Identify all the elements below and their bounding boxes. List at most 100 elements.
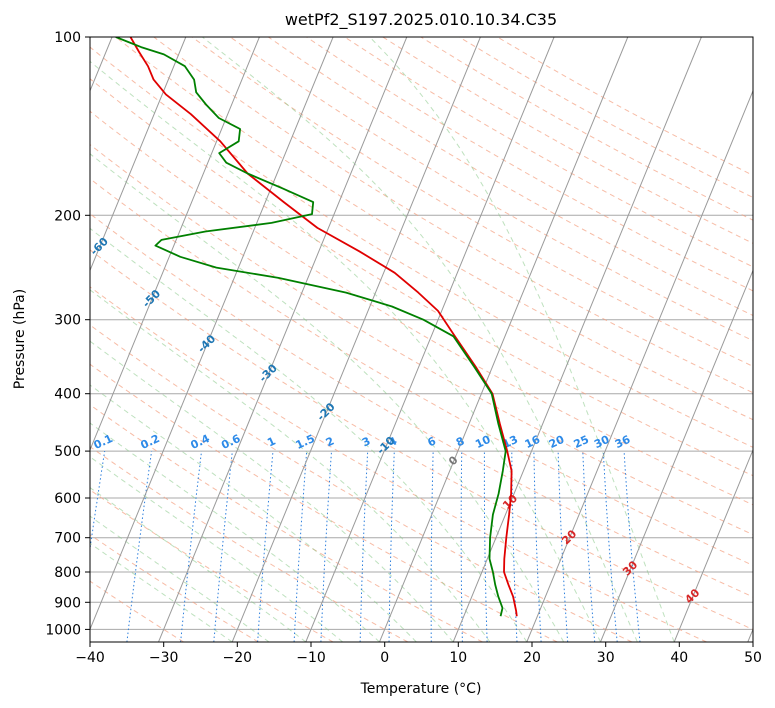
isotherm-line — [90, 37, 334, 631]
isotherm-label: -30 — [257, 361, 280, 384]
dry-adiabat — [306, 37, 753, 292]
dry-adiabat — [90, 404, 483, 642]
x-tick-label: −40 — [75, 650, 105, 666]
mixing-ratio-line — [180, 451, 203, 642]
plot-frame — [89, 36, 754, 643]
x-tick-label: −30 — [149, 650, 179, 666]
isotherm-line — [231, 37, 481, 642]
mixing-ratio-line — [460, 451, 463, 642]
series-line-2 — [115, 37, 507, 617]
x-axis: −40 −30 −20 −10 0 10 20 30 40 50 — [75, 642, 762, 666]
dry-adiabat — [90, 363, 558, 642]
moist-adiabat — [90, 384, 417, 642]
isoline-labels: 0.10.20.40.611.52346810131620253036-100-… — [0, 132, 703, 607]
mixing-ratio-line — [213, 451, 233, 642]
x-tick-label: −10 — [296, 650, 326, 666]
x-tick-label: 50 — [744, 650, 762, 666]
x-tick-label: 20 — [523, 650, 541, 666]
mixing-ratio-label: 2 — [324, 434, 336, 449]
dry-adiabat — [344, 37, 753, 268]
moist-adiabat — [90, 340, 454, 642]
dry-adiabat — [90, 249, 753, 630]
isotherm-line — [747, 628, 753, 642]
y-tick-label: 400 — [54, 387, 81, 403]
isotherm-label: -60 — [88, 235, 111, 258]
moist-adiabat — [90, 542, 233, 642]
moist-adiabat — [90, 515, 270, 642]
x-tick-label: 30 — [597, 650, 615, 666]
dry-adiabat — [382, 37, 753, 244]
mixing-ratio-line — [293, 451, 308, 642]
isotherm-line — [526, 89, 753, 642]
isotherm-label: -50 — [140, 287, 163, 310]
dry-adiabat — [90, 46, 753, 448]
chart-title: wetPf2_S197.2025.010.10.34.C35 — [285, 10, 557, 30]
mixing-ratio-line — [320, 451, 332, 642]
isotherm-line — [90, 37, 260, 452]
y-tick-label: 700 — [54, 531, 81, 547]
y-tick-label: 500 — [54, 444, 81, 460]
dry-adiabat — [90, 489, 334, 642]
dry-adiabat — [229, 37, 753, 342]
y-tick-label: 300 — [54, 313, 81, 329]
dry-adiabat — [90, 286, 707, 642]
x-tick-label: 0 — [380, 650, 389, 666]
mixing-ratio-label: 0.4 — [189, 432, 212, 452]
mixing-ratio-label: 6 — [426, 434, 439, 449]
moist-adiabat — [90, 153, 565, 642]
isotherm-label: -80 — [0, 132, 6, 155]
mixing-ratio-label: 1.5 — [294, 432, 317, 452]
isotherm-line — [305, 37, 555, 642]
moist-adiabat — [202, 37, 638, 642]
mixing-ratio-label: 30 — [592, 433, 612, 451]
mixing-ratio-line — [126, 451, 153, 642]
x-tick-label: 10 — [449, 650, 467, 666]
isotherm-label: 30 — [620, 558, 640, 578]
moist-adiabat — [90, 456, 344, 642]
isotherm-line — [379, 37, 629, 642]
profile-series — [115, 37, 518, 617]
moist-adiabat — [90, 60, 601, 642]
dry-adiabat — [153, 37, 753, 394]
isotherm-line — [90, 37, 187, 272]
x-axis-label: Temperature (°C) — [360, 681, 482, 697]
dry-adiabat — [90, 534, 259, 642]
isotherm-line — [673, 448, 753, 642]
mixing-ratio-line — [257, 451, 274, 642]
y-tick-label: 900 — [54, 595, 81, 611]
mixing-ratio-label: 1 — [265, 434, 277, 449]
mixing-ratio-line — [623, 451, 641, 642]
isotherm-label: -40 — [195, 332, 218, 355]
y-tick-label: 800 — [54, 565, 81, 581]
mixing-ratio-line — [430, 451, 434, 642]
y-tick-label: 600 — [54, 491, 81, 507]
isotherm-label: -70 — [36, 180, 59, 203]
moist-adiabat — [369, 37, 675, 642]
mixing-ratio-label: 25 — [572, 433, 591, 451]
isotherm-line — [452, 37, 702, 642]
dry-adiabat — [268, 37, 753, 317]
y-tick-label: 200 — [54, 208, 81, 224]
mixing-ratio-label: 10 — [473, 433, 493, 451]
mixing-ratio-line — [602, 451, 618, 642]
isotherm-line — [600, 269, 753, 642]
mixing-ratio-label: 0.2 — [139, 432, 162, 452]
y-axis: 100 200 300 400 500 600 700 800 900 1000 — [45, 30, 90, 638]
dry-adiabat — [90, 110, 753, 506]
moist-adiabat — [90, 289, 491, 642]
mixing-ratio-line — [483, 451, 488, 642]
series-line-1 — [129, 37, 518, 617]
x-tick-label: 40 — [670, 650, 688, 666]
dry-adiabat — [458, 37, 753, 199]
isotherm-line — [158, 37, 408, 642]
y-tick-label: 100 — [54, 30, 81, 46]
mixing-ratio-label: 36 — [613, 433, 633, 451]
mixing-ratio-line — [533, 451, 542, 642]
moist-adiabat — [90, 422, 380, 642]
isotherm-label: -20 — [314, 400, 337, 423]
mixing-ratio-label: 0.6 — [219, 432, 242, 452]
mixing-ratio-line — [359, 451, 369, 642]
mixing-ratio-label: 16 — [523, 433, 543, 451]
mixing-ratio-label: 20 — [547, 433, 567, 451]
